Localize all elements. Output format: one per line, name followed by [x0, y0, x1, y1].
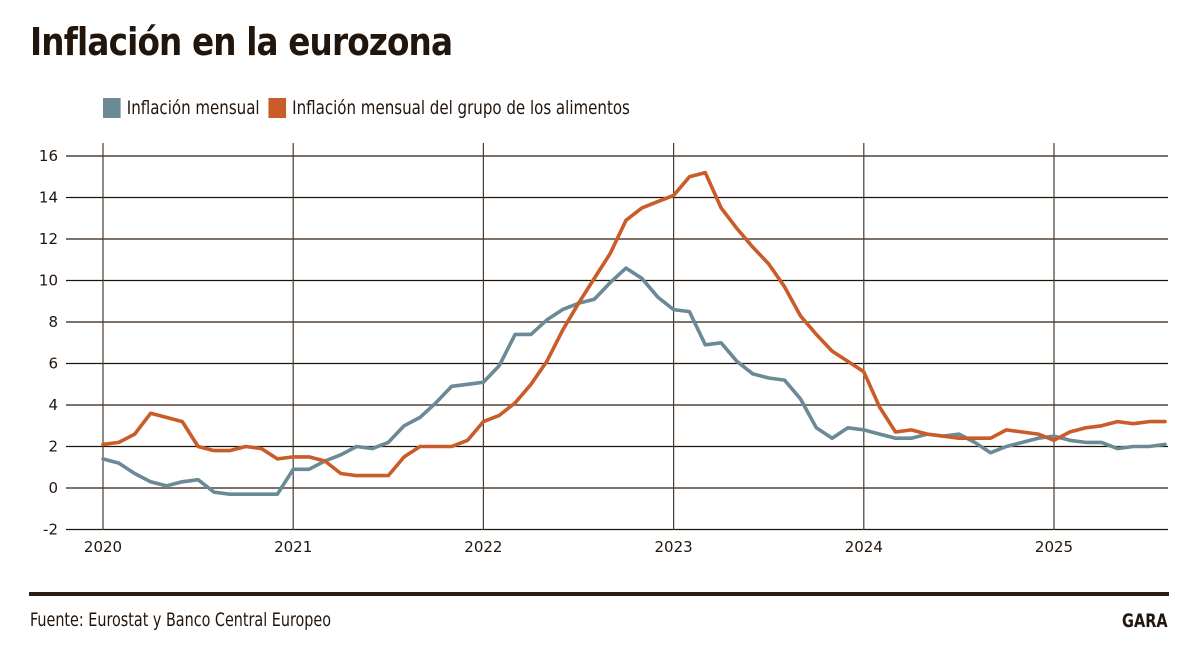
- legend-label: Inflación mensual del grupo de los alime…: [292, 97, 630, 119]
- y-tick-label: 2: [48, 438, 58, 456]
- y-tick-label: 0: [48, 479, 58, 497]
- source-note: Fuente: Eurostat y Banco Central Europeo: [30, 609, 332, 631]
- x-tick-label: 2021: [274, 538, 312, 556]
- x-tick-label: 2025: [1035, 538, 1073, 556]
- y-tick-label: 16: [39, 147, 58, 165]
- y-tick-label: 8: [48, 313, 58, 331]
- legend-item-alimentos: Inflación mensual del grupo de los alime…: [268, 97, 630, 119]
- chart-title: Inflación en la eurozona: [30, 20, 453, 64]
- y-tick-label: 10: [39, 272, 58, 290]
- y-axis: -2 0 2 4 6 8 10 12 14 16: [39, 147, 58, 539]
- y-tick-label: 6: [48, 355, 58, 373]
- series-line-alimentos: [101, 170, 1167, 478]
- y-tick-label: -2: [43, 521, 58, 539]
- grid: [66, 143, 1168, 531]
- legend-swatch-alimentos: [268, 98, 287, 118]
- legend-label: Inflación mensual: [126, 97, 260, 119]
- x-tick-label: 2023: [655, 538, 693, 556]
- footer-divider: [29, 592, 1169, 596]
- y-tick-label: 4: [48, 396, 58, 414]
- series-line-inflacion-mensual: [101, 266, 1167, 497]
- y-tick-label: 12: [39, 230, 58, 248]
- x-tick-label: 2022: [464, 538, 502, 556]
- x-axis: 2020 2021 2022 2023 2024 2025: [84, 538, 1073, 556]
- series-lines: [101, 170, 1167, 497]
- brand-logo: GARA: [1122, 610, 1168, 632]
- x-tick-label: 2024: [845, 538, 883, 556]
- y-tick-label: 14: [39, 189, 58, 207]
- legend-swatch-inflacion-mensual: [103, 98, 121, 118]
- legend-item-inflacion-mensual: Inflación mensual: [103, 97, 260, 119]
- x-tick-label: 2020: [84, 538, 122, 556]
- legend: Inflación mensual Inflación mensual del …: [103, 97, 639, 119]
